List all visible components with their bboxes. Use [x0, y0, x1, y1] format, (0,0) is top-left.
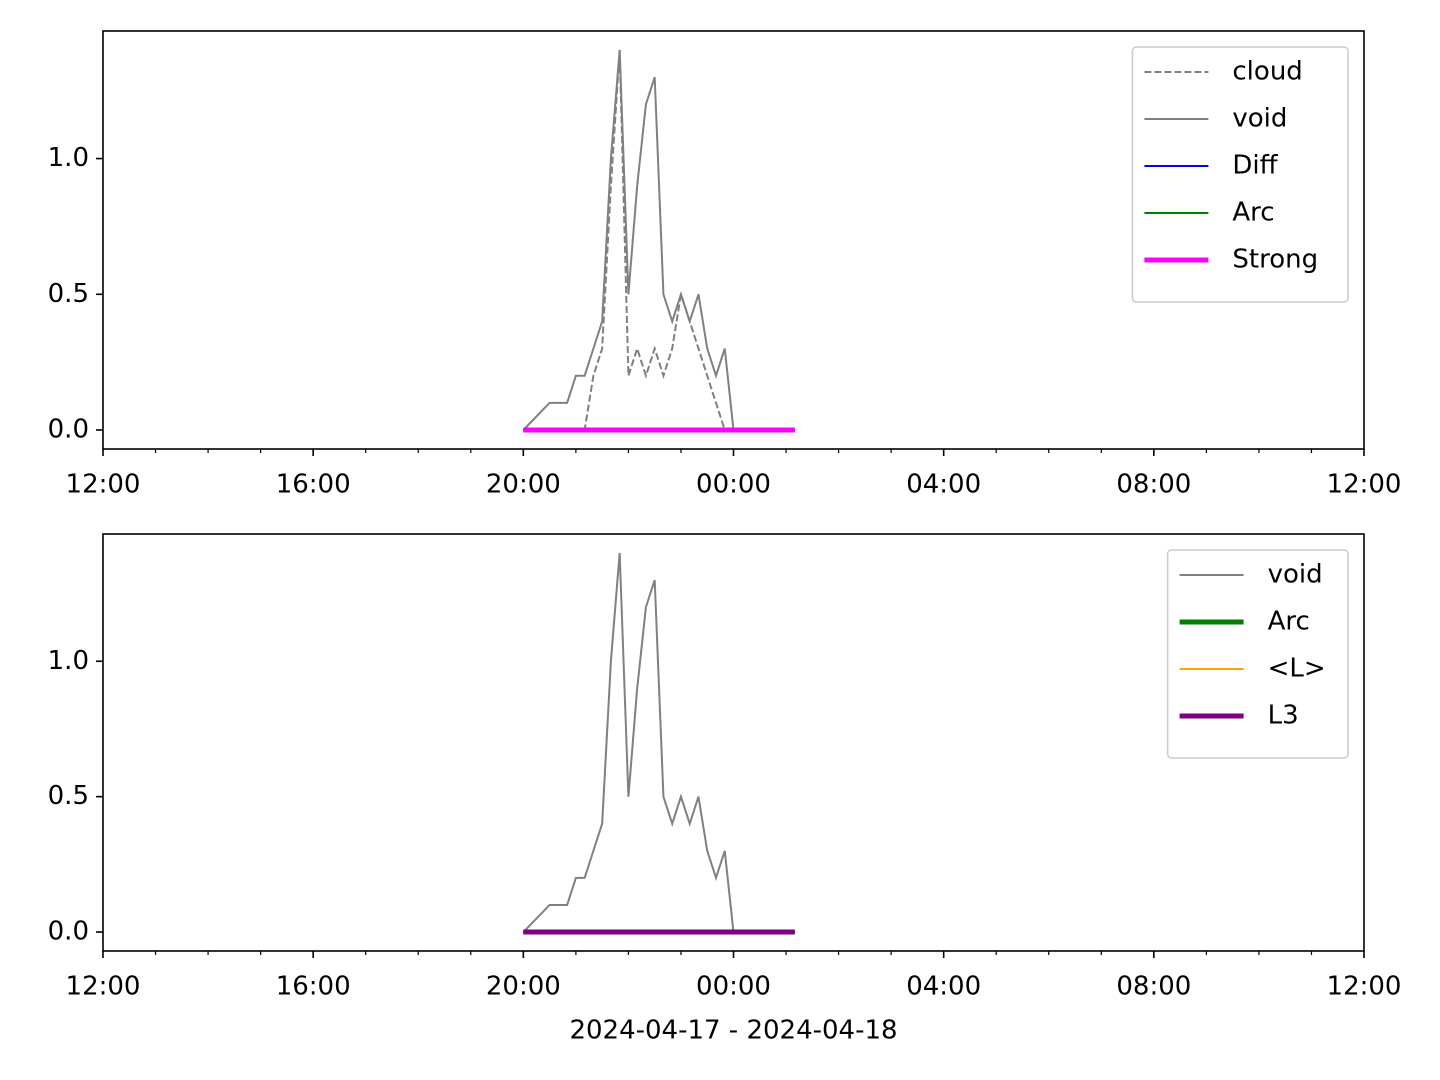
x-tick-label: 12:00	[1327, 470, 1402, 500]
x-tick-label: 00:00	[696, 972, 771, 1002]
legend-box	[1166, 549, 1349, 759]
legend-label: Strong	[1232, 245, 1318, 275]
legend-label: void	[1232, 104, 1287, 134]
x-tick-label: 20:00	[486, 972, 561, 1002]
series-line	[522, 552, 735, 933]
series-line	[523, 49, 734, 431]
legend-label: Arc	[1268, 607, 1310, 637]
x-tick-label: 16:00	[276, 470, 351, 500]
y-tick-label: 0.5	[48, 781, 89, 811]
x-tick-label: 12:00	[1327, 972, 1402, 1002]
x-tick-label: 08:00	[1116, 470, 1191, 500]
x-axis-label: 2024-04-17 - 2024-04-18	[569, 1016, 897, 1046]
y-tick-label: 0.0	[48, 917, 89, 947]
x-tick-label: 08:00	[1116, 972, 1191, 1002]
legend-label: cloud	[1232, 57, 1302, 87]
legend-label: void	[1268, 560, 1323, 590]
y-tick-label: 0.5	[48, 279, 89, 309]
legend-label: L3	[1268, 701, 1299, 731]
x-tick-label: 12:00	[66, 470, 141, 500]
x-tick-label: 04:00	[906, 470, 981, 500]
legend-label: Diff	[1232, 151, 1278, 181]
x-tick-label: 12:00	[66, 972, 141, 1002]
x-tick-label: 04:00	[906, 972, 981, 1002]
y-tick-label: 0.0	[48, 415, 89, 445]
y-tick-label: 1.0	[48, 646, 89, 676]
series-line	[522, 49, 735, 431]
y-tick-label: 1.0	[48, 143, 89, 173]
legend-box	[1131, 46, 1349, 303]
axes-frame	[102, 533, 1365, 952]
x-tick-label: 20:00	[486, 470, 561, 500]
legend-label: <L>	[1268, 654, 1326, 684]
legend-label: Arc	[1232, 198, 1274, 228]
axes-frame	[102, 30, 1365, 450]
x-tick-label: 00:00	[696, 470, 771, 500]
x-tick-label: 16:00	[276, 972, 351, 1002]
